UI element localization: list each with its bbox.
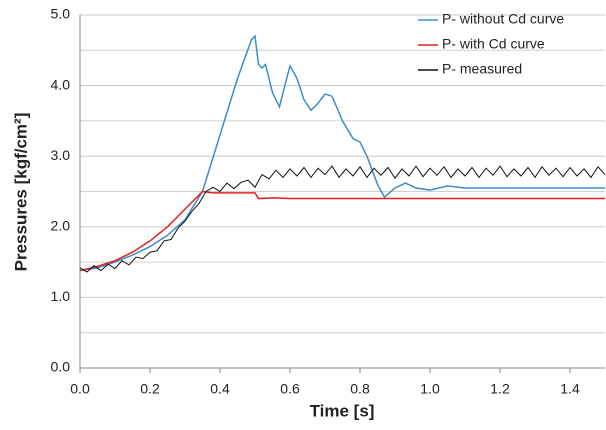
y-tick-label: 3.0 (51, 147, 71, 163)
x-tick-label: 0.2 (140, 381, 160, 397)
series-line (79, 34, 605, 272)
x-tick-label: 1.2 (490, 381, 510, 397)
x-tick-label: 0.0 (70, 381, 90, 397)
y-axis-title: Pressures [kgf/cm²] (11, 113, 30, 272)
y-tick-label: 0.0 (51, 359, 71, 375)
legend-label: P- measured (442, 61, 522, 77)
x-tick-label: 0.8 (350, 381, 370, 397)
x-axis-title: Time [s] (310, 401, 375, 420)
x-tick-label: 0.4 (210, 381, 230, 397)
series-line (79, 165, 606, 273)
legend-label: P- with Cd curve (442, 36, 545, 52)
y-tick-label: 2.0 (51, 218, 71, 234)
series-line (79, 190, 605, 272)
x-tick-label: 1.4 (560, 381, 580, 397)
y-tick-label: 1.0 (51, 288, 71, 304)
legend-label: P- without Cd curve (442, 11, 564, 27)
x-tick-label: 0.6 (280, 381, 300, 397)
y-tick-label: 4.0 (51, 76, 71, 92)
y-tick-label: 5.0 (51, 6, 71, 22)
x-tick-label: 1.0 (420, 381, 440, 397)
